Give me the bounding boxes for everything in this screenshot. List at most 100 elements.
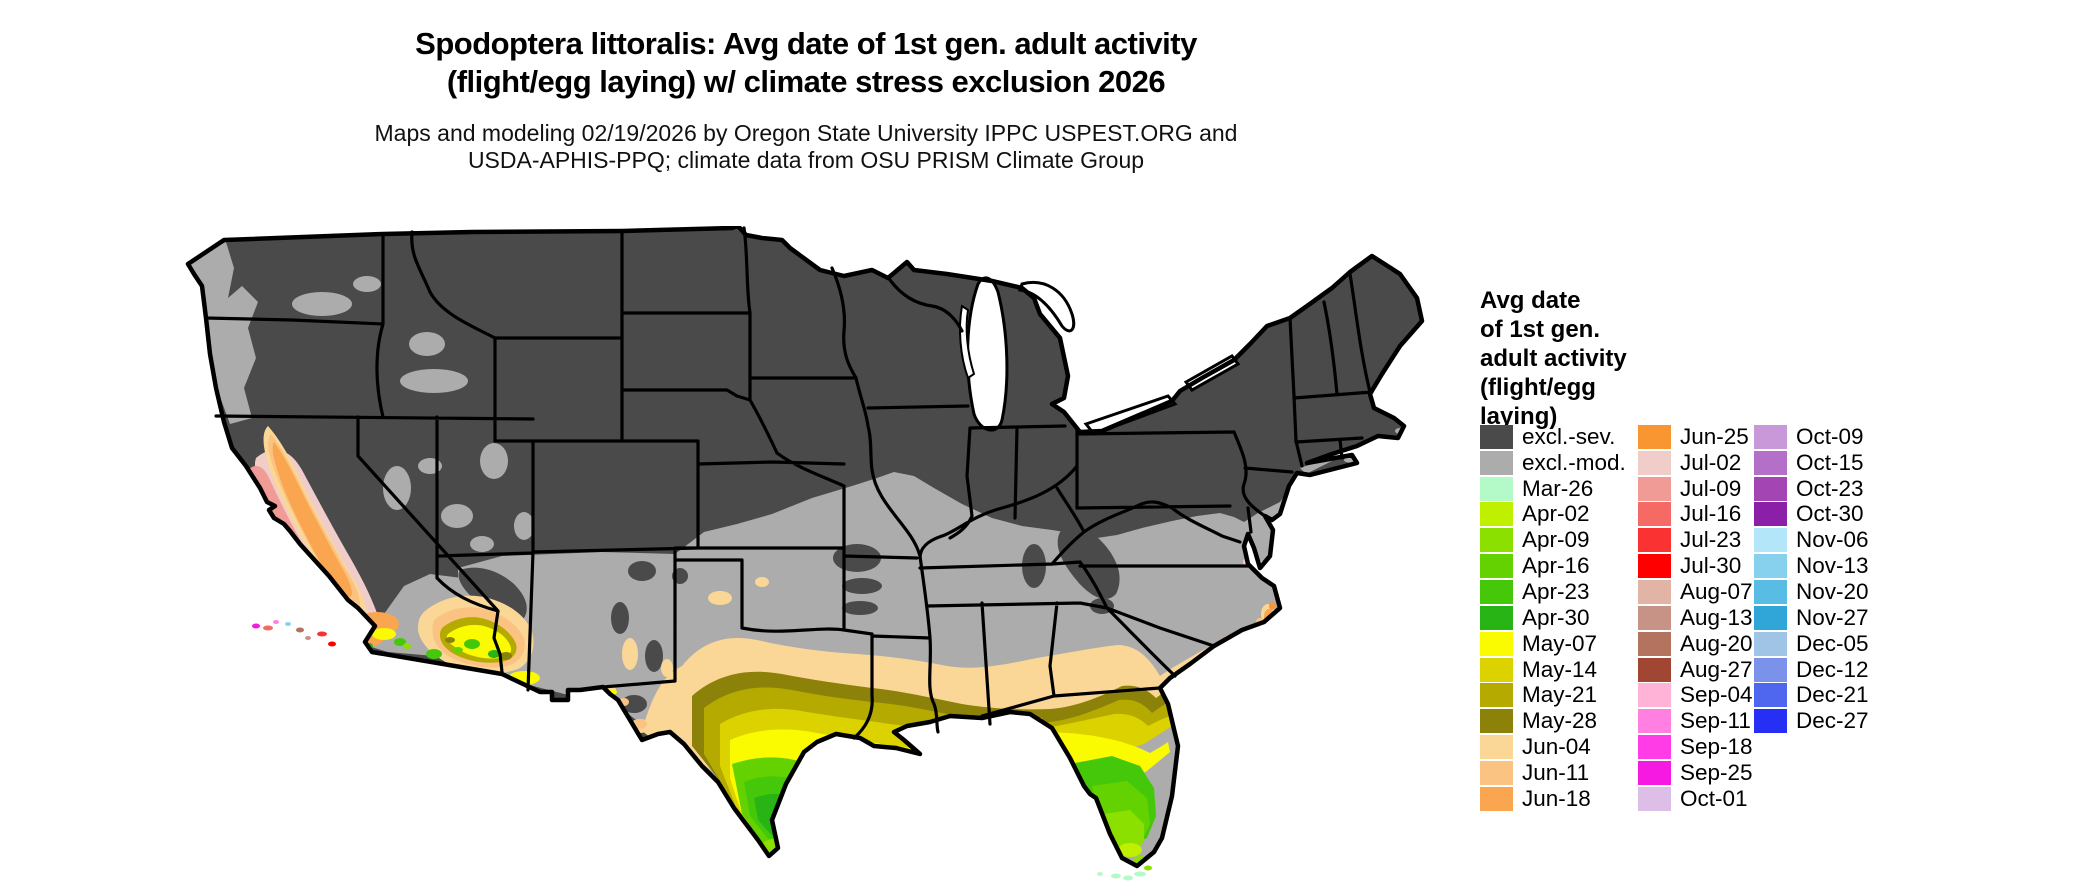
legend-label: Sep-25 (1680, 759, 1753, 785)
legend-item: Oct-30 (1754, 501, 1869, 528)
legend-swatch (1754, 476, 1787, 501)
legend-swatch (1754, 424, 1787, 449)
legend-item: Apr-30 (1480, 605, 1626, 631)
legend-item: Jun-11 (1480, 760, 1626, 786)
legend-label: Apr-30 (1522, 604, 1590, 630)
legend-swatch (1638, 476, 1671, 501)
legend-swatch (1638, 605, 1671, 630)
legend-item: Dec-05 (1754, 631, 1869, 657)
map-title-line2: (flight/egg laying) w/ climate stress ex… (446, 64, 1166, 99)
legend-label: May-14 (1522, 656, 1598, 682)
legend-label: Oct-09 (1796, 423, 1864, 449)
legend-label: Sep-04 (1680, 682, 1753, 708)
legend-label: Apr-09 (1522, 527, 1590, 553)
legend-swatch (1754, 450, 1787, 475)
legend-item: Apr-23 (1480, 579, 1626, 605)
legend-item: Aug-07 (1638, 579, 1753, 605)
legend-swatch (1754, 657, 1787, 682)
legend-label: Oct-23 (1796, 475, 1864, 501)
legend-swatch (1754, 528, 1787, 553)
legend-item: May-14 (1480, 657, 1626, 683)
legend-column-2: Jun-25 Jul-02 Jul-09 Jul-16 Jul-23 Jul-30 Aug-… (1638, 424, 1753, 812)
legend-swatch (1480, 579, 1513, 604)
legend-swatch (1480, 683, 1513, 708)
legend-swatch (1638, 683, 1671, 708)
legend-item: Sep-18 (1638, 734, 1753, 760)
legend-swatch (1480, 709, 1513, 734)
legend-item: Apr-02 (1480, 501, 1626, 528)
legend-item: May-07 (1480, 631, 1626, 657)
legend-label: Jun-04 (1522, 734, 1591, 760)
legend-item: Mar-26 (1480, 476, 1626, 502)
legend-swatch (1638, 528, 1671, 553)
legend-item: Nov-06 (1754, 527, 1869, 553)
legend-label: Sep-18 (1680, 734, 1753, 760)
legend-label: Jun-18 (1522, 785, 1591, 811)
legend-swatch (1754, 579, 1787, 604)
legend-swatch (1638, 735, 1671, 760)
legend-swatch (1638, 657, 1671, 682)
legend-swatch (1754, 683, 1787, 708)
legend-label: Nov-06 (1796, 527, 1869, 553)
legend-label: Jul-16 (1680, 501, 1742, 527)
legend-item: Nov-27 (1754, 605, 1869, 631)
legend-label: Jun-11 (1522, 759, 1590, 785)
us-map (185, 226, 1425, 881)
legend-item: May-28 (1480, 708, 1626, 734)
legend-item: Jun-18 (1480, 786, 1626, 812)
legend-swatch (1638, 579, 1671, 604)
legend-swatch (1480, 760, 1513, 785)
legend-label: Aug-07 (1680, 578, 1753, 604)
legend-item: excl.-mod. (1480, 450, 1626, 476)
legend-label: Dec-27 (1796, 708, 1869, 734)
legend-label: Dec-21 (1796, 682, 1869, 708)
legend-item: Jun-04 (1480, 734, 1626, 760)
legend-swatch (1638, 424, 1671, 449)
legend-title-line: of 1st gen. (1480, 316, 1601, 343)
legend-swatch (1480, 554, 1513, 579)
legend-swatch (1480, 528, 1513, 553)
legend-label: Sep-11 (1680, 708, 1751, 734)
legend-label: excl.-sev. (1522, 423, 1616, 449)
legend-item: Aug-13 (1638, 605, 1753, 631)
us-outline (185, 226, 1425, 869)
legend-item: May-21 (1480, 682, 1626, 708)
legend-label: Oct-15 (1796, 449, 1864, 475)
legend-swatch (1480, 424, 1513, 449)
legend-label: Dec-05 (1796, 630, 1869, 656)
state-borders (204, 226, 1374, 740)
legend-title-line: Avg date (1480, 287, 1581, 314)
legend-swatch (1754, 605, 1787, 630)
legend-swatch (1638, 631, 1671, 656)
legend-label: Aug-27 (1680, 656, 1753, 682)
legend-label: May-28 (1522, 708, 1598, 734)
legend-label: Aug-20 (1680, 630, 1753, 656)
legend-label: Dec-12 (1796, 656, 1869, 682)
legend-label: Jul-23 (1680, 527, 1742, 553)
legend-item: Apr-09 (1480, 527, 1626, 553)
legend-item: Oct-09 (1754, 424, 1869, 450)
legend-swatch (1480, 631, 1513, 656)
legend-column-1: excl.-sev. excl.-mod. Mar-26 Apr-02 Apr-09 Ap… (1480, 424, 1626, 812)
legend-swatch (1480, 786, 1513, 811)
legend-label: Jul-09 (1680, 475, 1742, 501)
legend-swatch (1480, 476, 1513, 501)
legend-item: Jul-09 (1638, 476, 1753, 502)
map-subtitle-line1: Maps and modeling 02/19/2026 by Oregon S… (374, 120, 1238, 146)
legend-item: Dec-21 (1754, 682, 1869, 708)
legend-swatch (1754, 554, 1787, 579)
legend-item: Apr-16 (1480, 553, 1626, 579)
legend-label: Apr-16 (1522, 553, 1590, 579)
lake-michigan (966, 276, 1009, 432)
legend-swatch (1480, 450, 1513, 475)
legend-swatch (1638, 502, 1671, 527)
legend-label: Nov-20 (1796, 578, 1869, 604)
legend-title-line: (flight/egg (1480, 374, 1596, 401)
channel-islands (252, 620, 336, 647)
legend-label: Aug-13 (1680, 604, 1753, 630)
legend-label: Oct-01 (1680, 785, 1748, 811)
legend-swatch (1480, 605, 1513, 630)
map-subtitle-line2: USDA-APHIS-PPQ; climate data from OSU PR… (467, 147, 1145, 173)
legend-swatch (1638, 554, 1671, 579)
legend-label: Oct-30 (1796, 501, 1864, 527)
